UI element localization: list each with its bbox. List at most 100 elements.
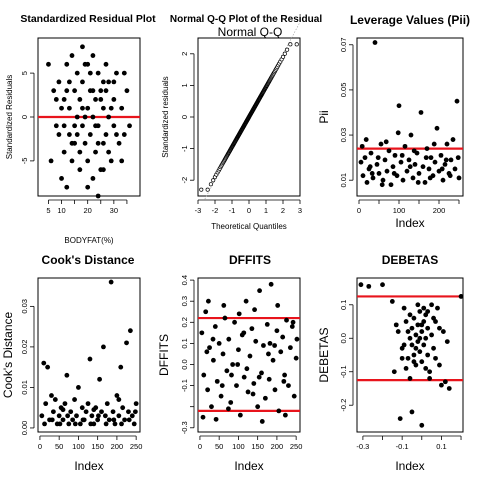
data-point [364, 180, 370, 185]
data-point [435, 305, 440, 311]
data-point [266, 376, 272, 382]
y-tick-label: 0.1 [180, 338, 189, 348]
data-point [132, 409, 138, 415]
data-point [85, 401, 91, 407]
data-point [419, 359, 425, 365]
panel-standardized-residual: Standardized Residual Plot BODYFAT(%) St… [5, 13, 156, 245]
data-point [455, 155, 461, 161]
y-tick-label: -5 [20, 158, 29, 165]
data-point [90, 53, 96, 58]
data-point [108, 158, 114, 164]
data-point [417, 309, 423, 314]
data-point [199, 330, 205, 336]
data-point [266, 351, 271, 357]
data-point [213, 416, 219, 422]
data-point [391, 369, 397, 375]
data-point [95, 193, 101, 199]
data-point [83, 409, 89, 415]
data-point [416, 171, 422, 176]
data-point [390, 164, 396, 170]
data-point [418, 110, 424, 115]
data-point [90, 176, 96, 181]
data-point [98, 97, 104, 102]
data-point [439, 382, 444, 388]
data-point [64, 88, 70, 94]
data-point [106, 114, 112, 120]
plot-frame [197, 277, 301, 433]
data-point [74, 114, 80, 120]
data-points [199, 281, 300, 424]
data-point [437, 325, 442, 331]
panel-cooks-distance: Cook's Distance Index Cook's Distance 0 5… [1, 253, 142, 473]
data-point [425, 309, 431, 314]
data-point [409, 342, 415, 348]
data-point [447, 173, 453, 179]
data-point [95, 70, 101, 76]
data-point [87, 356, 93, 362]
data-point [72, 123, 78, 129]
x-tick-label: 150 [251, 442, 264, 451]
title: Standardized Residual Plot [20, 13, 156, 25]
panel-debetas: DEBETAS Index DEBETAS -0.3 -0.1 0.1 -0.2-0… [317, 253, 464, 473]
x-tick-label: 200 [111, 442, 124, 451]
x-tick-label: 2 [281, 206, 285, 215]
y-tick-label: 0.05 [339, 83, 348, 98]
data-point [450, 137, 456, 142]
data-point [404, 168, 410, 174]
x-tick-label: -3 [195, 206, 202, 215]
data-point [403, 319, 409, 324]
data-point [205, 298, 211, 304]
data-point [275, 303, 281, 308]
data-point [131, 421, 137, 427]
data-point [59, 105, 64, 111]
data-point [376, 171, 382, 176]
y-tick-label: 0.02 [20, 340, 29, 355]
data-point [88, 421, 94, 427]
data-point [249, 326, 255, 332]
data-point [119, 158, 125, 164]
data-point [267, 340, 273, 346]
data-point [201, 372, 207, 378]
data-point [56, 413, 62, 419]
data-point [70, 417, 76, 423]
data-point [49, 393, 54, 398]
x-axis-label: BODYFAT(%) [64, 236, 114, 245]
data-point [419, 322, 425, 328]
data-point [444, 339, 450, 345]
data-point [64, 184, 70, 190]
data-point [286, 383, 291, 388]
data-point [226, 336, 232, 342]
data-point [61, 149, 67, 155]
y-tick-label: 0.01 [339, 173, 348, 188]
data-point [214, 378, 220, 384]
data-point [427, 376, 433, 381]
data-point [99, 409, 104, 415]
x-ticks: 5 10 20 30 [46, 199, 128, 215]
data-point [406, 157, 412, 163]
data-point [220, 351, 226, 357]
x-ticks: 0 100 200 [357, 199, 460, 215]
data-point [57, 421, 63, 427]
y-tick-label: 5 [20, 71, 29, 75]
y-tick-label: 0.07 [339, 37, 348, 52]
data-point [120, 405, 126, 411]
data-point [60, 407, 66, 413]
data-point [359, 143, 365, 149]
panel-dffits: DFFITS Index DFFITS 0 50 100 150 200 250 -0.3… [157, 253, 302, 473]
data-point [72, 397, 77, 402]
qq-point [282, 51, 287, 56]
data-point [89, 413, 95, 419]
y-axis-label: Pii [317, 110, 331, 123]
data-point [409, 325, 415, 331]
data-point [252, 307, 257, 313]
y-axis-label: Standardized residuals [161, 76, 170, 157]
panel-leverage: Leverage Values (Pii) Index Pii 0 100 200 … [317, 13, 470, 230]
data-point [68, 409, 74, 415]
data-point [400, 177, 406, 183]
data-point [413, 332, 419, 338]
y-tick-label: 1 [180, 83, 189, 87]
data-points [39, 279, 139, 427]
data-point [102, 413, 108, 419]
data-point [74, 132, 80, 137]
data-point [108, 105, 114, 111]
